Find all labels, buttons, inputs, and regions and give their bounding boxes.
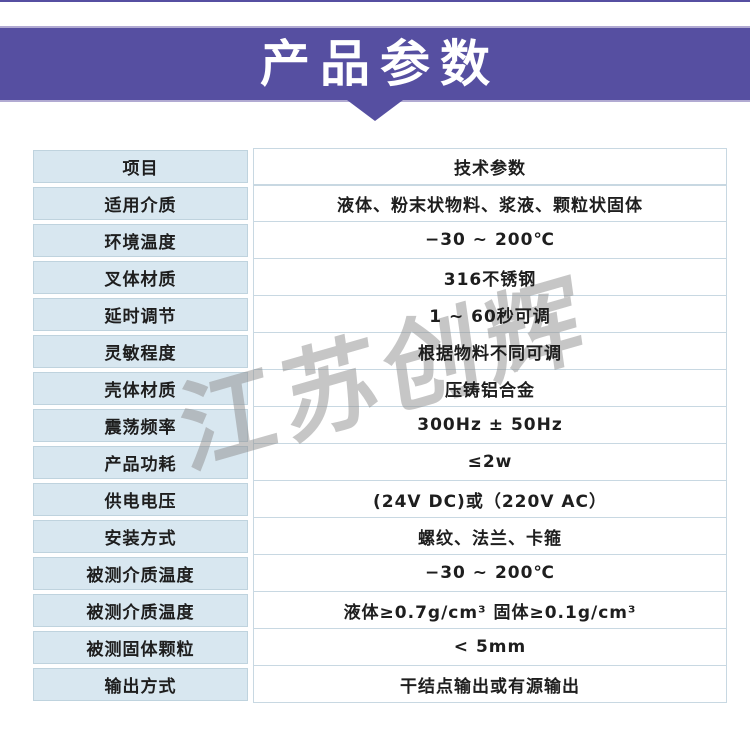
spec-item-cell: 延时调节 xyxy=(33,298,248,331)
spec-row: 延时调节 1 ~ 60秒可调 xyxy=(33,296,727,333)
spec-item-cell: 环境温度 xyxy=(33,224,248,257)
spec-item-label: 被测介质温度 xyxy=(86,566,195,586)
spec-item-cell: 安装方式 xyxy=(33,520,248,553)
banner-notch-triangle xyxy=(347,100,403,121)
spec-value-cell: (24V DC)或（220V AC） xyxy=(253,481,727,518)
spec-item-label: 输出方式 xyxy=(104,677,177,697)
spec-item-cell: 震荡频率 xyxy=(33,409,248,442)
spec-value-text: −30 ~ 200℃ xyxy=(424,230,556,250)
spec-row: 安装方式 螺纹、法兰、卡箍 xyxy=(33,518,727,555)
header-item-label: 项目 xyxy=(122,159,159,179)
spec-value-cell: ≤2w xyxy=(253,444,727,481)
spec-row: 供电电压 (24V DC)或（220V AC） xyxy=(33,481,727,518)
spec-value-text: ≤2w xyxy=(467,452,513,472)
spec-value-text: 316不锈钢 xyxy=(443,269,537,290)
spec-value-text: 压铸铝合金 xyxy=(445,380,535,401)
spec-row: 适用介质 液体、粉末状物料、浆液、颗粒状固体 xyxy=(33,185,727,222)
table-header-row: 项目 技术参数 xyxy=(33,148,727,185)
spec-value-cell: 300Hz ± 50Hz xyxy=(253,407,727,444)
spec-item-cell: 壳体材质 xyxy=(33,372,248,405)
spec-item-label: 灵敏程度 xyxy=(104,344,177,364)
spec-item-cell: 适用介质 xyxy=(33,187,248,220)
spec-value-cell: 根据物料不同可调 xyxy=(253,333,727,370)
header-banner: 产品参数 xyxy=(0,26,750,121)
spec-item-label: 适用介质 xyxy=(104,196,177,216)
spec-item-cell: 被测介质温度 xyxy=(33,557,248,590)
page-title: 产品参数 xyxy=(260,35,500,93)
spec-item-label: 环境温度 xyxy=(104,233,177,253)
spec-row: 被测固体颗粒 < 5mm xyxy=(33,629,727,666)
spec-value-cell: 1 ~ 60秒可调 xyxy=(253,296,727,333)
spec-value-cell: 液体≥0.7g/cm³ 固体≥0.1g/cm³ xyxy=(253,592,727,629)
spec-value-cell: −30 ~ 200℃ xyxy=(253,222,727,259)
spec-value-cell: 液体、粉末状物料、浆液、颗粒状固体 xyxy=(253,185,727,222)
header-value-label: 技术参数 xyxy=(454,159,526,179)
spec-value-cell: 压铸铝合金 xyxy=(253,370,727,407)
spec-row: 产品功耗 ≤2w xyxy=(33,444,727,481)
spec-row: 环境温度 −30 ~ 200℃ xyxy=(33,222,727,259)
spec-value-cell: < 5mm xyxy=(253,629,727,666)
spec-value-text: 干结点输出或有源输出 xyxy=(400,676,580,697)
spec-value-cell: 316不锈钢 xyxy=(253,259,727,296)
spec-row: 灵敏程度 根据物料不同可调 xyxy=(33,333,727,370)
top-border-line xyxy=(0,0,750,2)
spec-value-cell: 螺纹、法兰、卡箍 xyxy=(253,518,727,555)
spec-value-text: 液体≥0.7g/cm³ 固体≥0.1g/cm³ xyxy=(343,602,637,623)
spec-value-text: −30 ~ 200℃ xyxy=(424,563,556,583)
spec-value-text: 300Hz ± 50Hz xyxy=(417,415,563,435)
spec-item-cell: 叉体材质 xyxy=(33,261,248,294)
spec-value-cell: −30 ~ 200℃ xyxy=(253,555,727,592)
spec-row: 被测介质温度 −30 ~ 200℃ xyxy=(33,555,727,592)
spec-item-cell: 被测固体颗粒 xyxy=(33,631,248,664)
spec-row: 叉体材质 316不锈钢 xyxy=(33,259,727,296)
spec-row: 输出方式 干结点输出或有源输出 xyxy=(33,666,727,703)
spec-item-cell: 产品功耗 xyxy=(33,446,248,479)
spec-value-text: 根据物料不同可调 xyxy=(418,343,562,364)
spec-item-cell: 供电电压 xyxy=(33,483,248,516)
spec-item-label: 被测固体颗粒 xyxy=(86,640,195,660)
header-item-cell: 项目 xyxy=(33,150,248,183)
spec-value-text: (24V DC)或（220V AC） xyxy=(372,491,608,512)
spec-item-cell: 被测介质温度 xyxy=(33,594,248,627)
spec-item-label: 供电电压 xyxy=(104,492,177,512)
spec-item-label: 叉体材质 xyxy=(104,270,177,290)
spec-item-label: 震荡频率 xyxy=(104,418,177,438)
spec-value-cell: 干结点输出或有源输出 xyxy=(253,666,727,703)
spec-item-cell: 灵敏程度 xyxy=(33,335,248,368)
spec-item-label: 产品功耗 xyxy=(104,455,177,475)
spec-value-text: < 5mm xyxy=(453,637,527,657)
spec-value-text: 螺纹、法兰、卡箍 xyxy=(418,528,562,549)
spec-item-label: 延时调节 xyxy=(104,307,177,327)
spec-value-text: 液体、粉末状物料、浆液、颗粒状固体 xyxy=(337,196,643,216)
spec-item-label: 壳体材质 xyxy=(104,381,177,401)
spec-row: 被测介质温度 液体≥0.7g/cm³ 固体≥0.1g/cm³ xyxy=(33,592,727,629)
spec-item-label: 被测介质温度 xyxy=(86,603,195,623)
spec-item-cell: 输出方式 xyxy=(33,668,248,701)
spec-row: 壳体材质 压铸铝合金 xyxy=(33,370,727,407)
spec-item-label: 安装方式 xyxy=(104,529,177,549)
spec-table: 江苏创辉 项目 技术参数 适用介质 液体、粉末状物料、浆液、颗粒状固体 环境温度… xyxy=(33,148,727,703)
header-value-cell: 技术参数 xyxy=(253,148,727,185)
spec-rows-container: 适用介质 液体、粉末状物料、浆液、颗粒状固体 环境温度 −30 ~ 200℃ 叉… xyxy=(33,185,727,703)
spec-row: 震荡频率 300Hz ± 50Hz xyxy=(33,407,727,444)
spec-value-text: 1 ~ 60秒可调 xyxy=(429,306,551,327)
